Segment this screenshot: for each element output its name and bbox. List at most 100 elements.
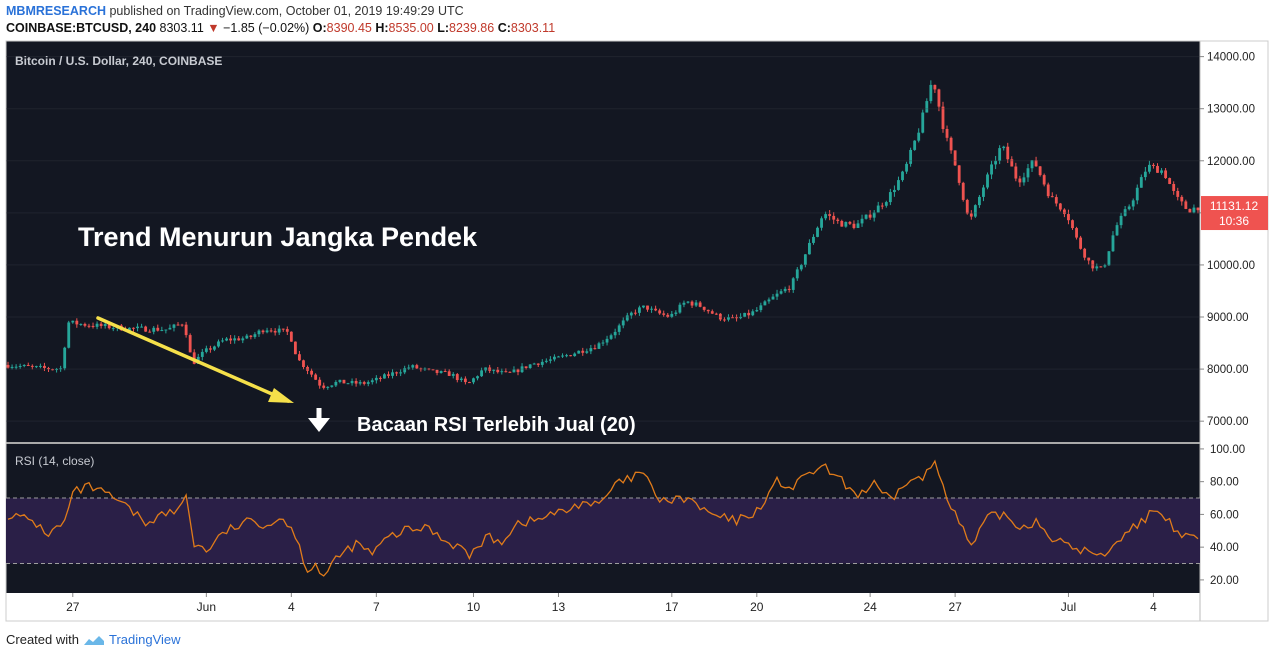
candle-body bbox=[828, 214, 832, 216]
candle-body bbox=[484, 367, 488, 371]
candle-body bbox=[561, 355, 564, 357]
candle-body bbox=[621, 320, 625, 326]
candle-body bbox=[921, 112, 925, 133]
candle-body bbox=[346, 383, 350, 385]
candle-body bbox=[378, 377, 382, 379]
candle-body bbox=[144, 326, 148, 332]
candle-body bbox=[727, 317, 730, 320]
candle-body bbox=[808, 242, 811, 255]
candle-body bbox=[362, 382, 366, 384]
change-arrow-icon: ▼ bbox=[207, 21, 220, 35]
candle-body bbox=[706, 309, 710, 312]
candle-body bbox=[1087, 257, 1091, 261]
candle-body bbox=[856, 223, 860, 228]
candle-body bbox=[629, 312, 633, 316]
candle-body bbox=[593, 348, 597, 350]
candle-body bbox=[1192, 207, 1196, 213]
candle-body bbox=[905, 163, 908, 172]
candle-body bbox=[820, 218, 823, 228]
candle-body bbox=[965, 199, 969, 214]
candle-body bbox=[188, 335, 192, 353]
candle-body bbox=[318, 379, 322, 386]
candle-body bbox=[419, 368, 423, 370]
annotation-rsi: Bacaan RSI Terlebih Jual (20) bbox=[357, 414, 636, 436]
candle-body bbox=[38, 365, 42, 367]
candle-body bbox=[893, 189, 896, 193]
publisher-name[interactable]: MBMRESEARCH bbox=[6, 4, 106, 18]
candle-body bbox=[617, 325, 621, 332]
candle-body bbox=[536, 363, 540, 365]
candle-body bbox=[508, 371, 512, 373]
candle-body bbox=[257, 330, 261, 335]
time-tick-label: 27 bbox=[948, 600, 962, 614]
candle-body bbox=[55, 368, 59, 370]
time-tick-label: 27 bbox=[66, 600, 80, 614]
candle-body bbox=[204, 348, 208, 352]
candle-body bbox=[302, 360, 305, 368]
candle-body bbox=[67, 322, 71, 348]
rsi-tick-label: 20.00 bbox=[1210, 575, 1239, 587]
candle-body bbox=[22, 364, 26, 366]
rsi-band bbox=[6, 498, 1200, 564]
candle-body bbox=[589, 348, 593, 352]
time-axis-bg bbox=[6, 593, 1200, 621]
candle-body bbox=[455, 374, 459, 381]
candle-body bbox=[1099, 266, 1103, 268]
candle-body bbox=[1010, 159, 1014, 167]
candle-body bbox=[480, 370, 483, 377]
candle-body bbox=[913, 140, 917, 150]
candle-body bbox=[702, 306, 706, 310]
candle-body bbox=[1026, 168, 1030, 178]
candle-body bbox=[366, 382, 370, 384]
published-text: published on TradingView.com, October 01… bbox=[109, 4, 464, 18]
candle-body bbox=[468, 382, 471, 384]
down-arrow-icon bbox=[308, 408, 330, 432]
candle-body bbox=[666, 314, 670, 318]
candle-body bbox=[374, 377, 378, 381]
time-tick-label: 17 bbox=[665, 600, 679, 614]
time-tick-label: Jun bbox=[197, 600, 216, 614]
candle-body bbox=[1168, 178, 1172, 184]
candle-body bbox=[844, 221, 848, 227]
candle-body bbox=[735, 317, 738, 319]
candle-body bbox=[1018, 178, 1022, 183]
price-tick-label: 14000.00 bbox=[1207, 52, 1255, 64]
chart-title: Bitcoin / U.S. Dollar, 240, COINBASE bbox=[15, 54, 222, 68]
last-price-label: 11131.12 bbox=[1210, 199, 1259, 213]
candle-body bbox=[690, 301, 694, 306]
candle-body bbox=[293, 341, 297, 355]
candle-body bbox=[625, 315, 629, 321]
candle-body bbox=[516, 369, 520, 373]
candle-body bbox=[443, 371, 447, 373]
candle-body bbox=[184, 324, 188, 336]
candle-body bbox=[743, 312, 747, 317]
candle-body bbox=[949, 137, 953, 151]
tradingview-link[interactable]: TradingView bbox=[108, 632, 181, 647]
candle-body bbox=[176, 324, 180, 326]
candle-body bbox=[633, 312, 637, 314]
candle-body bbox=[399, 372, 403, 374]
close-value: 8303.11 bbox=[510, 21, 556, 35]
candle-body bbox=[289, 331, 293, 342]
candle-body bbox=[1071, 220, 1074, 229]
candle-body bbox=[1139, 177, 1143, 188]
candle-body bbox=[168, 327, 172, 330]
candle-body bbox=[1156, 165, 1159, 173]
price-tick-label: 8000.00 bbox=[1207, 364, 1249, 376]
candle-body bbox=[10, 366, 14, 368]
candle-body bbox=[573, 353, 577, 357]
chart-frame bbox=[5, 40, 1269, 622]
candle-body bbox=[1107, 251, 1111, 266]
candle-body bbox=[225, 338, 229, 341]
candle-body bbox=[132, 327, 135, 329]
candle-body bbox=[747, 312, 751, 316]
candle-body bbox=[601, 342, 605, 344]
candle-body bbox=[314, 374, 318, 380]
tradingview-logo-icon[interactable] bbox=[83, 633, 105, 647]
candle-body bbox=[354, 380, 358, 384]
candle-body bbox=[180, 324, 184, 326]
candle-body bbox=[431, 369, 435, 371]
downtrend-arrowhead bbox=[268, 388, 294, 403]
candle-body bbox=[350, 380, 354, 384]
